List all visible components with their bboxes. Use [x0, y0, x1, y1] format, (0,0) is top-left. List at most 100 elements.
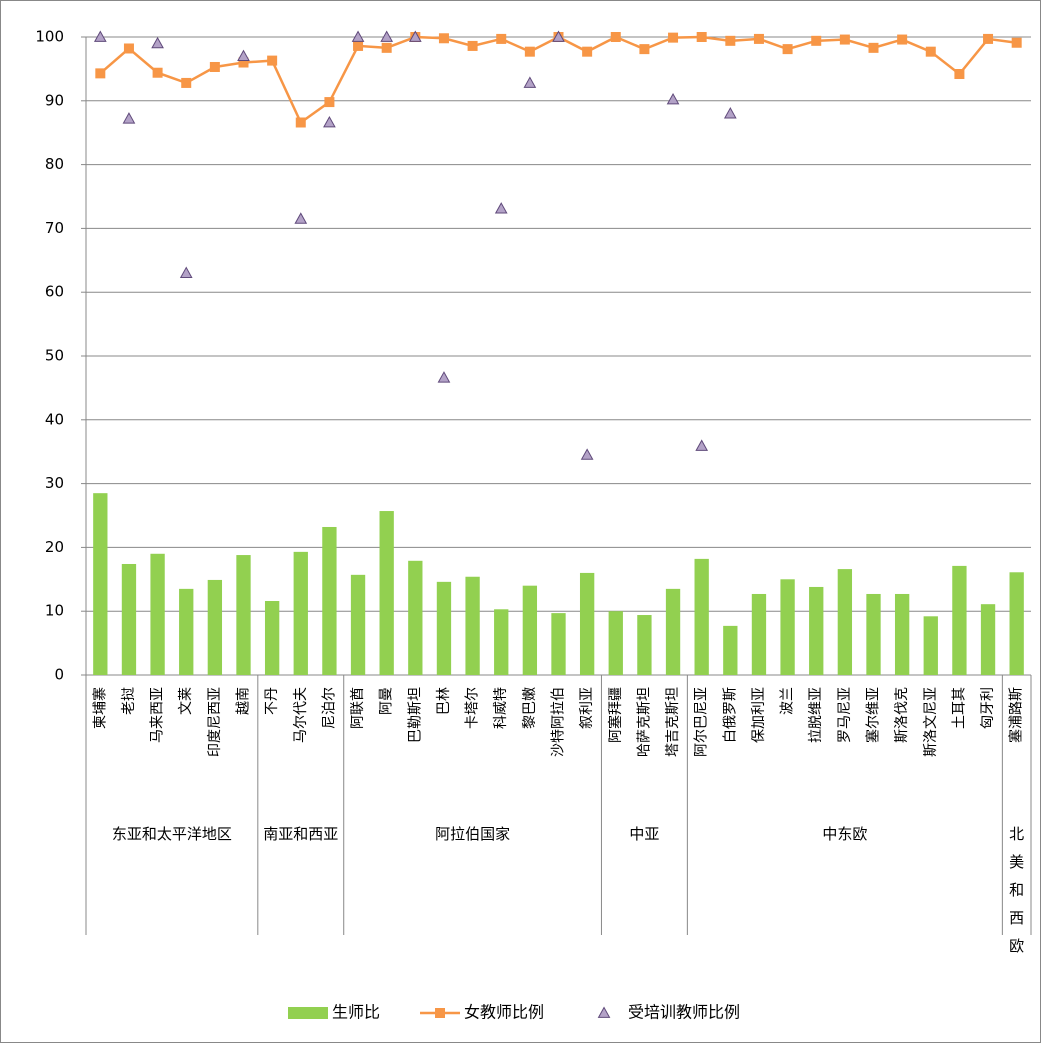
bar [579, 572, 595, 675]
x-tick-label: 阿塞拜疆 [607, 687, 624, 743]
line-marker [381, 42, 392, 53]
x-tick-label: 匈牙利 [980, 687, 996, 729]
y-tick-label: 40 [45, 410, 64, 428]
x-tick-label: 黎巴嫩 [522, 687, 538, 729]
bar [494, 609, 509, 675]
x-tick-label: 塞尔维亚 [865, 687, 882, 743]
x-tick-label: 波兰 [780, 687, 796, 715]
line-marker [639, 44, 650, 55]
group-label: 中亚 [629, 825, 660, 843]
y-tick-label: 0 [54, 666, 64, 684]
bar [264, 600, 280, 675]
bar [665, 588, 681, 675]
bar [379, 511, 394, 675]
y-tick-label: 10 [45, 602, 64, 620]
bar [608, 611, 623, 675]
y-tick-label: 30 [45, 474, 64, 492]
bar [465, 576, 480, 675]
line-marker [353, 40, 364, 51]
bar [121, 563, 137, 675]
point [151, 36, 164, 49]
line-marker [668, 32, 679, 43]
legend-label: 受培训教师比例 [628, 1003, 740, 1022]
line-marker [954, 69, 965, 80]
bar [436, 581, 452, 675]
line-marker [524, 46, 535, 57]
bar [551, 613, 566, 675]
bar [150, 553, 165, 675]
y-tick-label: 80 [45, 155, 64, 173]
line-marker [782, 44, 793, 55]
y-tick-label: 90 [45, 91, 64, 109]
point [237, 49, 250, 62]
point [695, 439, 709, 451]
bar [980, 604, 996, 675]
bar [207, 579, 223, 675]
x-tick-label: 塞浦路斯 [1008, 687, 1025, 743]
point [437, 371, 451, 383]
x-tick-label: 尼泊尔 [321, 687, 337, 729]
bar [694, 558, 709, 675]
point [408, 30, 422, 42]
bar [751, 593, 767, 675]
legend-label: 生师比 [332, 1003, 380, 1022]
point [723, 107, 737, 119]
line-marker [1011, 37, 1022, 48]
line-marker [582, 46, 593, 57]
point [294, 212, 308, 224]
point [122, 112, 136, 124]
line-marker [839, 34, 850, 45]
group-label: 南亚和西亚 [263, 825, 339, 843]
line-marker [324, 97, 335, 108]
point [552, 30, 565, 42]
bar [894, 593, 910, 675]
line-marker [983, 33, 994, 44]
line-marker [238, 57, 249, 68]
bar [780, 579, 795, 675]
bar [923, 616, 938, 675]
bar [350, 574, 366, 675]
bar [236, 555, 251, 675]
line-marker [925, 46, 936, 57]
line-marker [267, 55, 278, 66]
line-marker [496, 33, 507, 44]
x-tick-label: 叙利亚 [578, 687, 595, 729]
x-tick-label: 沙特阿拉伯 [551, 687, 567, 757]
x-tick-label: 阿联酋 [349, 687, 366, 729]
y-tick-label: 100 [35, 28, 64, 46]
line-marker [696, 32, 707, 42]
x-tick-label: 斯洛文尼亚 [923, 687, 939, 757]
legend-swatch [597, 1006, 611, 1018]
point [380, 30, 394, 42]
bar [837, 569, 853, 675]
x-tick-label: 卡塔尔 [465, 687, 481, 729]
y-tick-label: 70 [45, 219, 64, 237]
group-label: 阿拉伯国家 [435, 825, 511, 843]
x-tick-label: 马尔代夫 [293, 687, 309, 743]
group-label: 东亚和太平洋地区 [111, 825, 232, 843]
point [323, 115, 336, 128]
bar [322, 526, 337, 675]
bar [809, 586, 824, 675]
y-tick-label: 20 [45, 538, 64, 556]
point [523, 76, 537, 88]
y-tick-label: 50 [45, 347, 64, 365]
y-tick-label: 60 [45, 283, 64, 301]
line-marker [123, 43, 134, 54]
line-marker [467, 40, 478, 51]
x-tick-label: 罗马尼亚 [837, 687, 853, 743]
x-tick-label: 巴勒斯坦 [407, 687, 423, 743]
x-tick-label: 越南 [236, 687, 252, 715]
bar [866, 593, 881, 675]
x-tick-label: 科威特 [493, 687, 509, 729]
x-tick-label: 巴林 [436, 687, 452, 715]
x-tick-label: 保加利亚 [751, 687, 767, 743]
line-marker [725, 35, 736, 46]
legend-swatch [435, 1008, 446, 1018]
line-marker [811, 35, 822, 46]
point [666, 92, 680, 105]
x-tick-label: 阿曼 [379, 687, 395, 715]
x-tick-label: 拉脱维亚 [808, 687, 824, 743]
x-tick-label: 印度尼西亚 [207, 687, 223, 757]
